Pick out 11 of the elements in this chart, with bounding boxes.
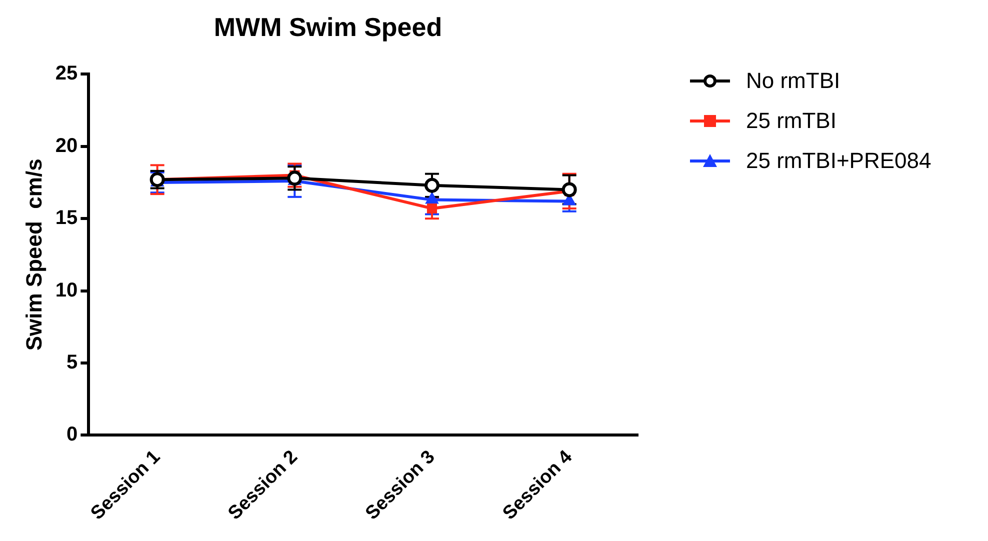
y-axis-title: Swim Speed cm/s [21,158,46,351]
y-tick-label: 20 [55,134,78,157]
chart-title: MWM Swim Speed [214,12,442,42]
y-tick-label: 25 [55,62,78,85]
legend-label: 25 rmTBI [746,108,836,134]
legend-label: No rmTBI [746,68,840,94]
y-tick-label: 0 [66,424,78,446]
y-tick-label: 15 [55,207,78,230]
y-tick-label: 10 [55,279,78,302]
legend-label: 25 rmTBI+PRE084 [746,148,932,174]
y-tick-label: 5 [66,351,78,374]
